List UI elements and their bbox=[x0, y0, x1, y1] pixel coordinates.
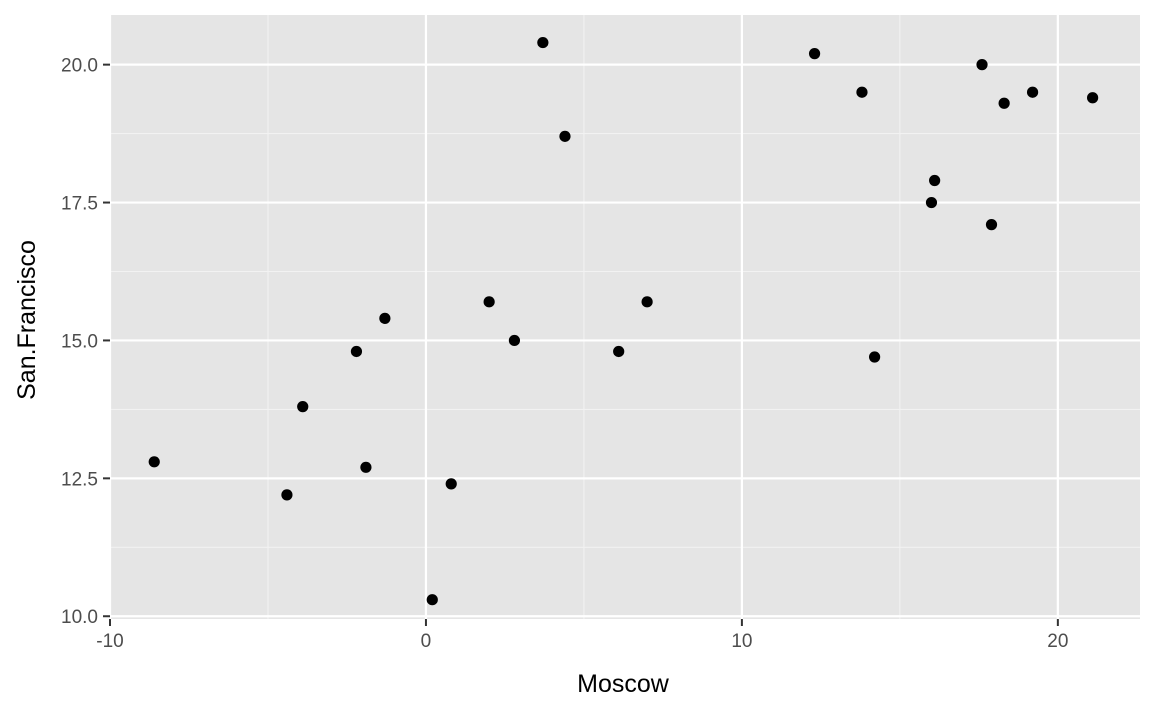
data-point bbox=[925, 196, 938, 209]
data-point bbox=[559, 130, 571, 142]
data-point bbox=[976, 59, 988, 71]
data-point bbox=[998, 97, 1010, 109]
data-point bbox=[1087, 92, 1099, 104]
minor-gridlines bbox=[110, 15, 1140, 619]
x-axis: -10 0 10 20 bbox=[96, 619, 1068, 652]
y-tick-label: 17.5 bbox=[61, 194, 98, 215]
data-point bbox=[281, 489, 293, 501]
x-tick-label: 0 bbox=[421, 631, 432, 652]
data-point bbox=[856, 86, 868, 98]
major-gridlines bbox=[108, 15, 1140, 619]
x-tick-label: -10 bbox=[96, 631, 123, 652]
data-point bbox=[869, 351, 881, 363]
data-point bbox=[929, 174, 941, 187]
plot-panel bbox=[110, 15, 1140, 619]
data-points bbox=[148, 36, 1099, 606]
y-tick-label: 15.0 bbox=[61, 331, 98, 352]
data-point bbox=[360, 461, 372, 473]
data-point bbox=[483, 296, 495, 308]
y-tick-label: 12.5 bbox=[61, 469, 98, 490]
data-point bbox=[508, 334, 521, 347]
data-point bbox=[426, 594, 438, 606]
data-point bbox=[613, 345, 625, 358]
data-point bbox=[445, 478, 457, 490]
data-point bbox=[641, 296, 653, 308]
data-point bbox=[985, 219, 998, 231]
y-tick-label: 10.0 bbox=[61, 607, 98, 628]
y-axis: 10.0 12.5 15.0 17.5 20.0 bbox=[61, 56, 110, 628]
x-axis-title: Moscow bbox=[577, 670, 670, 698]
data-point bbox=[350, 345, 363, 358]
data-point bbox=[379, 312, 391, 324]
y-tick-label: 20.0 bbox=[61, 56, 98, 77]
data-point bbox=[537, 36, 549, 49]
data-point bbox=[1026, 86, 1039, 98]
data-point bbox=[148, 456, 160, 468]
data-point bbox=[297, 401, 309, 413]
data-point bbox=[808, 48, 821, 60]
x-tick-label: 20 bbox=[1047, 631, 1068, 652]
x-tick-label: 10 bbox=[731, 631, 752, 652]
y-axis-title: San.Francisco bbox=[13, 240, 41, 400]
